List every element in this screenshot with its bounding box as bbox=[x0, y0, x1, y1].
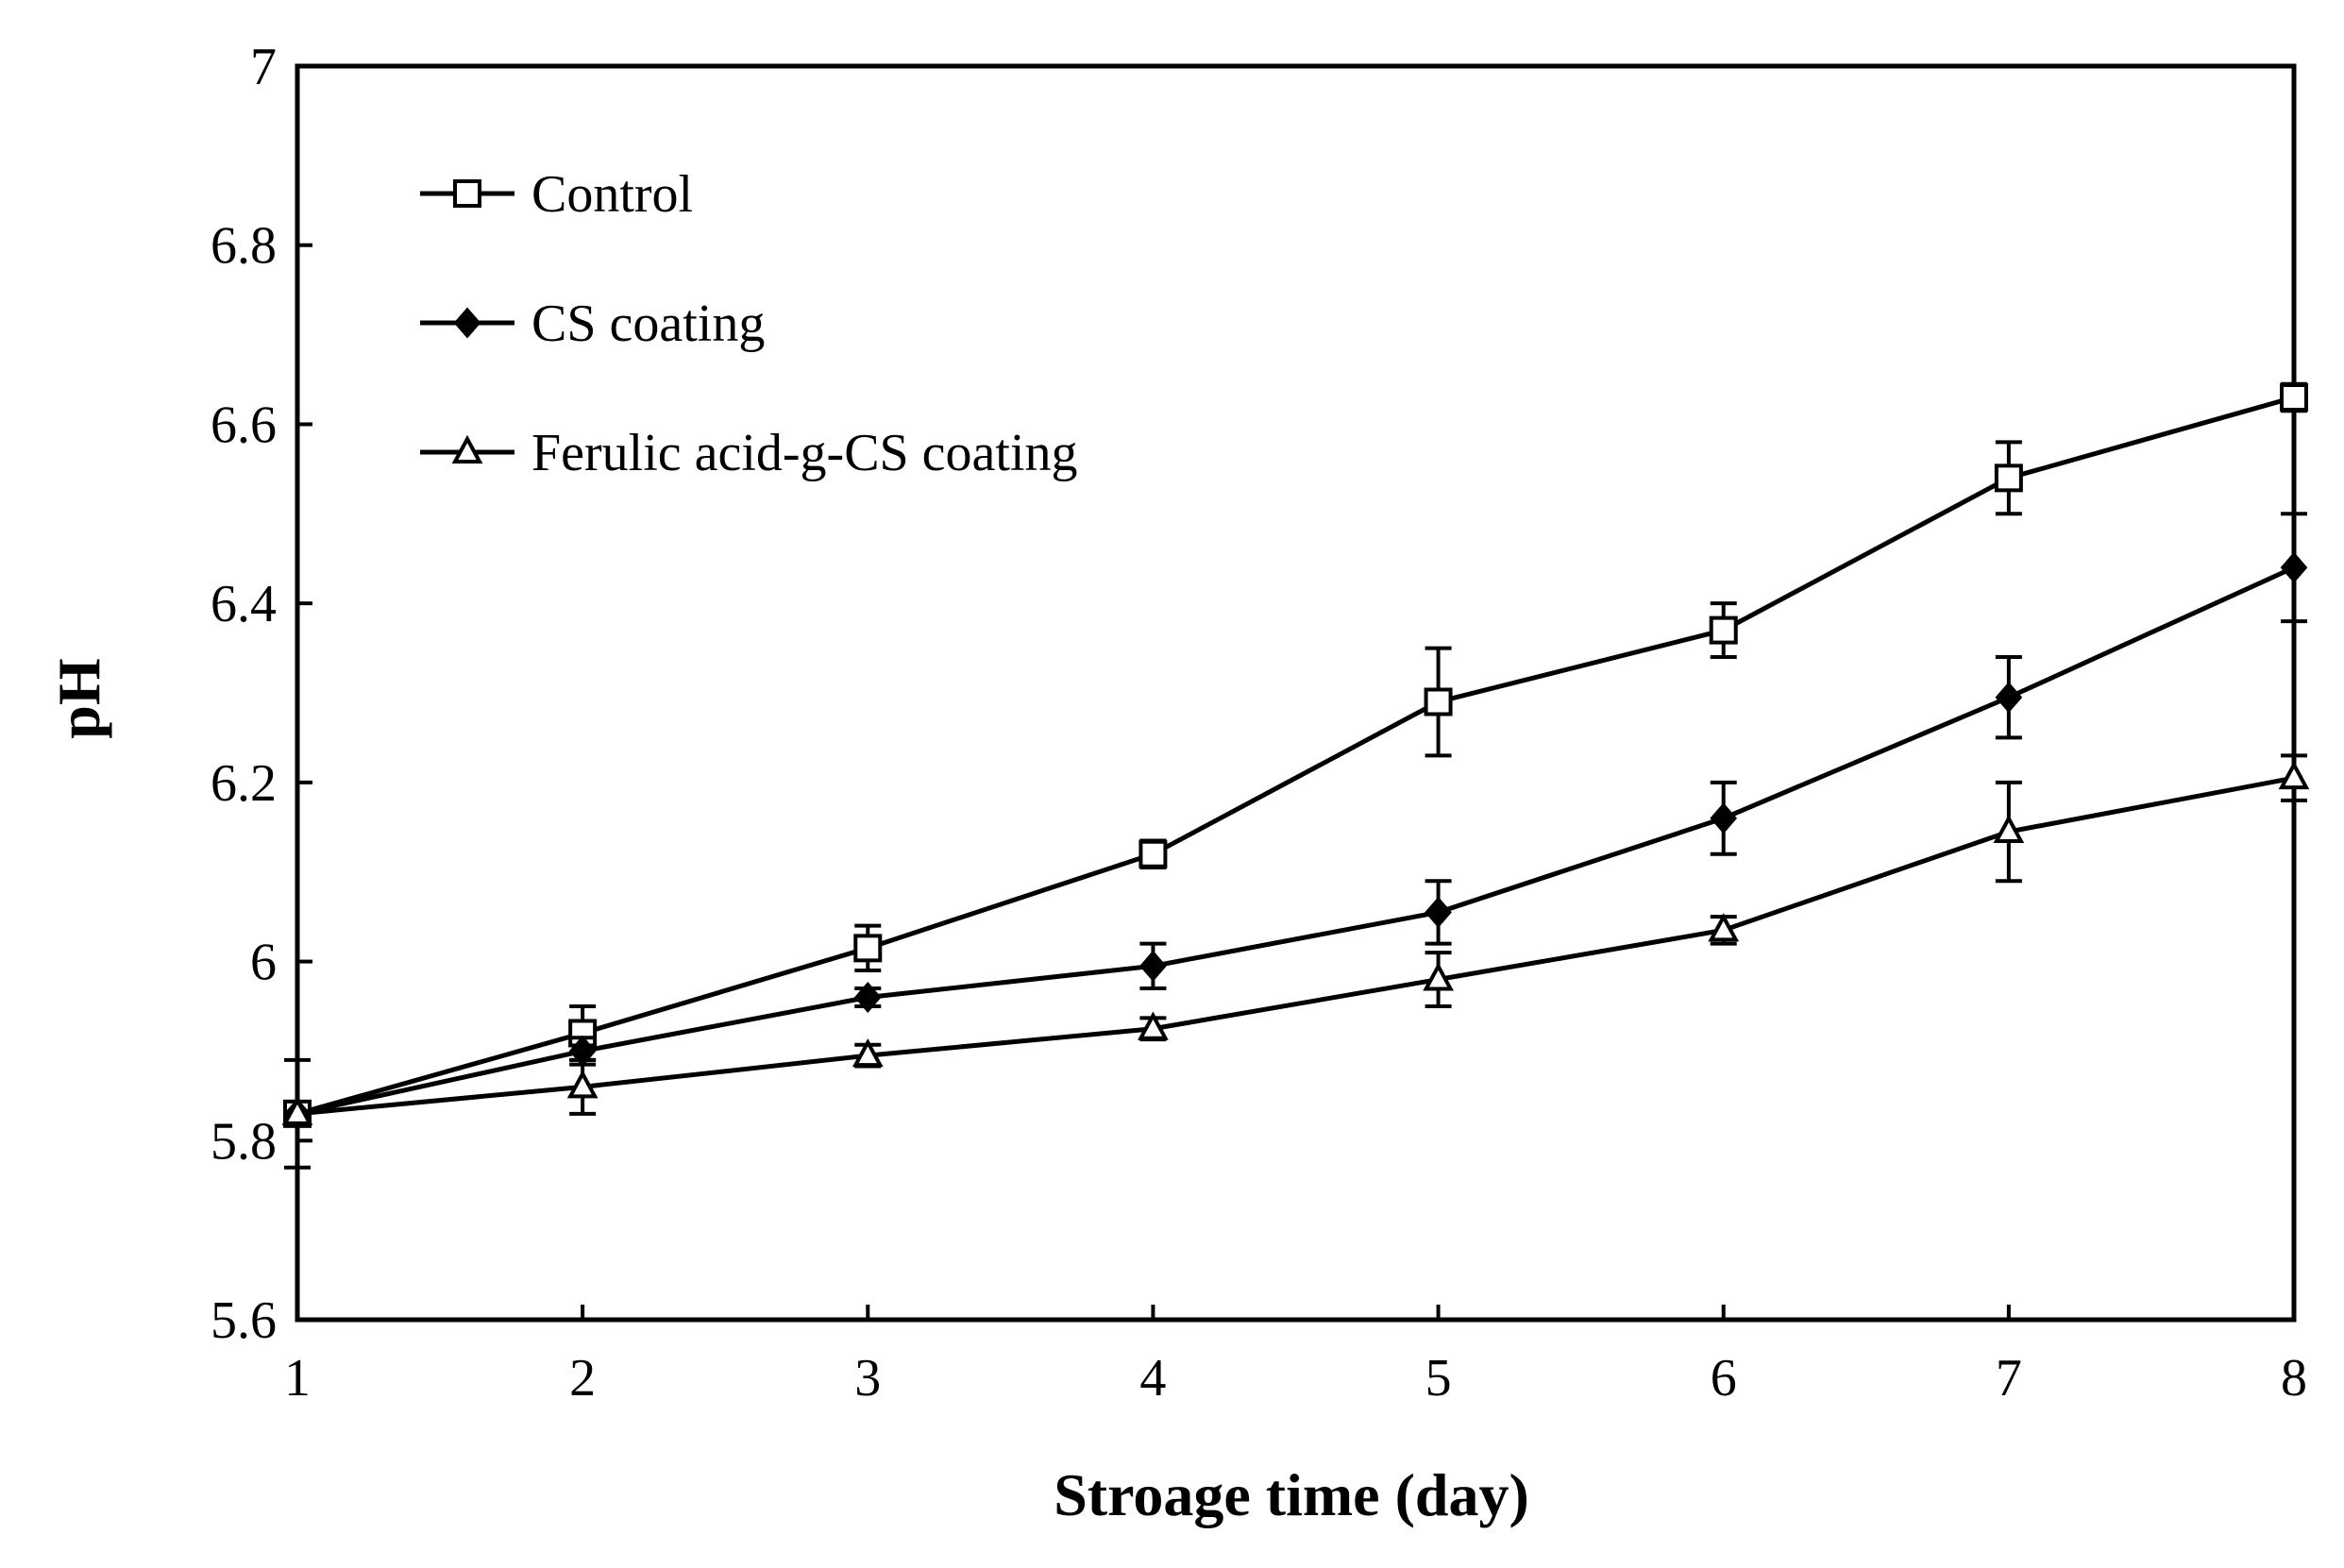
data-point-cs-coating bbox=[2280, 551, 2308, 583]
data-point-control bbox=[1709, 615, 1738, 645]
legend-item-control: Control bbox=[420, 165, 693, 224]
legend-marker-cs-coating bbox=[453, 307, 481, 339]
data-point-control bbox=[1138, 839, 1168, 868]
series-line-control bbox=[296, 395, 2295, 1117]
data-point-ferulic-acid-g-cs-coating bbox=[1138, 1011, 1169, 1040]
y-tick-label: 6.8 bbox=[211, 217, 277, 276]
legend-label-control: Control bbox=[531, 165, 693, 224]
data-point-ferulic-acid-g-cs-coating bbox=[1423, 962, 1454, 991]
series-line-ferulic-acid-g-cs-coating bbox=[296, 775, 2295, 1117]
data-point-ferulic-acid-g-cs-coating bbox=[1708, 913, 1740, 942]
legend-marker-control bbox=[453, 179, 481, 208]
data-point-control bbox=[853, 934, 883, 963]
x-tick-label: 7 bbox=[1996, 1349, 2022, 1408]
series-ferulic-acid-g-cs-coating bbox=[281, 753, 2310, 1125]
y-tick-label: 6.6 bbox=[211, 396, 277, 454]
x-tick-label: 1 bbox=[284, 1349, 311, 1408]
data-point-control bbox=[1994, 464, 2023, 493]
y-tick-label: 7 bbox=[250, 38, 277, 96]
series-line-cs-coating bbox=[296, 565, 2296, 1117]
legend-item-ferulic-acid-g-cs-coating: Ferulic acid-g-CS coating bbox=[420, 424, 1078, 482]
series-cs-coating bbox=[283, 512, 2308, 1130]
data-point-cs-coating bbox=[1995, 682, 2023, 714]
legend-marker-ferulic-acid-g-cs-coating bbox=[451, 434, 483, 464]
x-axis-title: Stroage time (day) bbox=[1054, 1461, 1529, 1528]
data-point-cs-coating bbox=[1710, 802, 1738, 835]
x-tick-label: 6 bbox=[1711, 1349, 1737, 1408]
x-tick-label: 4 bbox=[1139, 1349, 1166, 1408]
data-point-cs-coating bbox=[1139, 950, 1167, 982]
y-tick-label: 5.8 bbox=[211, 1112, 277, 1171]
legend-label-ferulic-acid-g-cs-coating: Ferulic acid-g-CS coating bbox=[531, 424, 1078, 482]
x-tick-label: 8 bbox=[2281, 1349, 2307, 1408]
data-point-ferulic-acid-g-cs-coating bbox=[1993, 814, 2025, 844]
y-axis-title: pH bbox=[45, 658, 112, 738]
y-tick-label: 6 bbox=[250, 934, 277, 992]
y-tick-label: 6.4 bbox=[211, 575, 277, 633]
y-tick-label: 6.2 bbox=[211, 754, 277, 813]
data-point-ferulic-acid-g-cs-coating bbox=[2278, 760, 2310, 790]
data-point-ferulic-acid-g-cs-coating bbox=[281, 1096, 313, 1125]
plot-area-frame bbox=[295, 63, 2297, 1323]
data-point-cs-coating bbox=[853, 981, 882, 1014]
x-tick-label: 5 bbox=[1425, 1349, 1452, 1408]
data-point-control bbox=[1424, 687, 1453, 717]
data-point-ferulic-acid-g-cs-coating bbox=[852, 1037, 884, 1068]
legend-item-cs-coating: CS coating bbox=[420, 295, 765, 353]
legend-label-cs-coating: CS coating bbox=[531, 295, 765, 353]
x-tick-label: 2 bbox=[569, 1349, 596, 1408]
y-tick-label: 5.6 bbox=[211, 1291, 277, 1350]
data-point-control bbox=[2280, 382, 2308, 412]
data-point-ferulic-acid-g-cs-coating bbox=[566, 1070, 599, 1099]
x-tick-label: 3 bbox=[854, 1349, 881, 1408]
data-point-cs-coating bbox=[1425, 896, 1452, 928]
